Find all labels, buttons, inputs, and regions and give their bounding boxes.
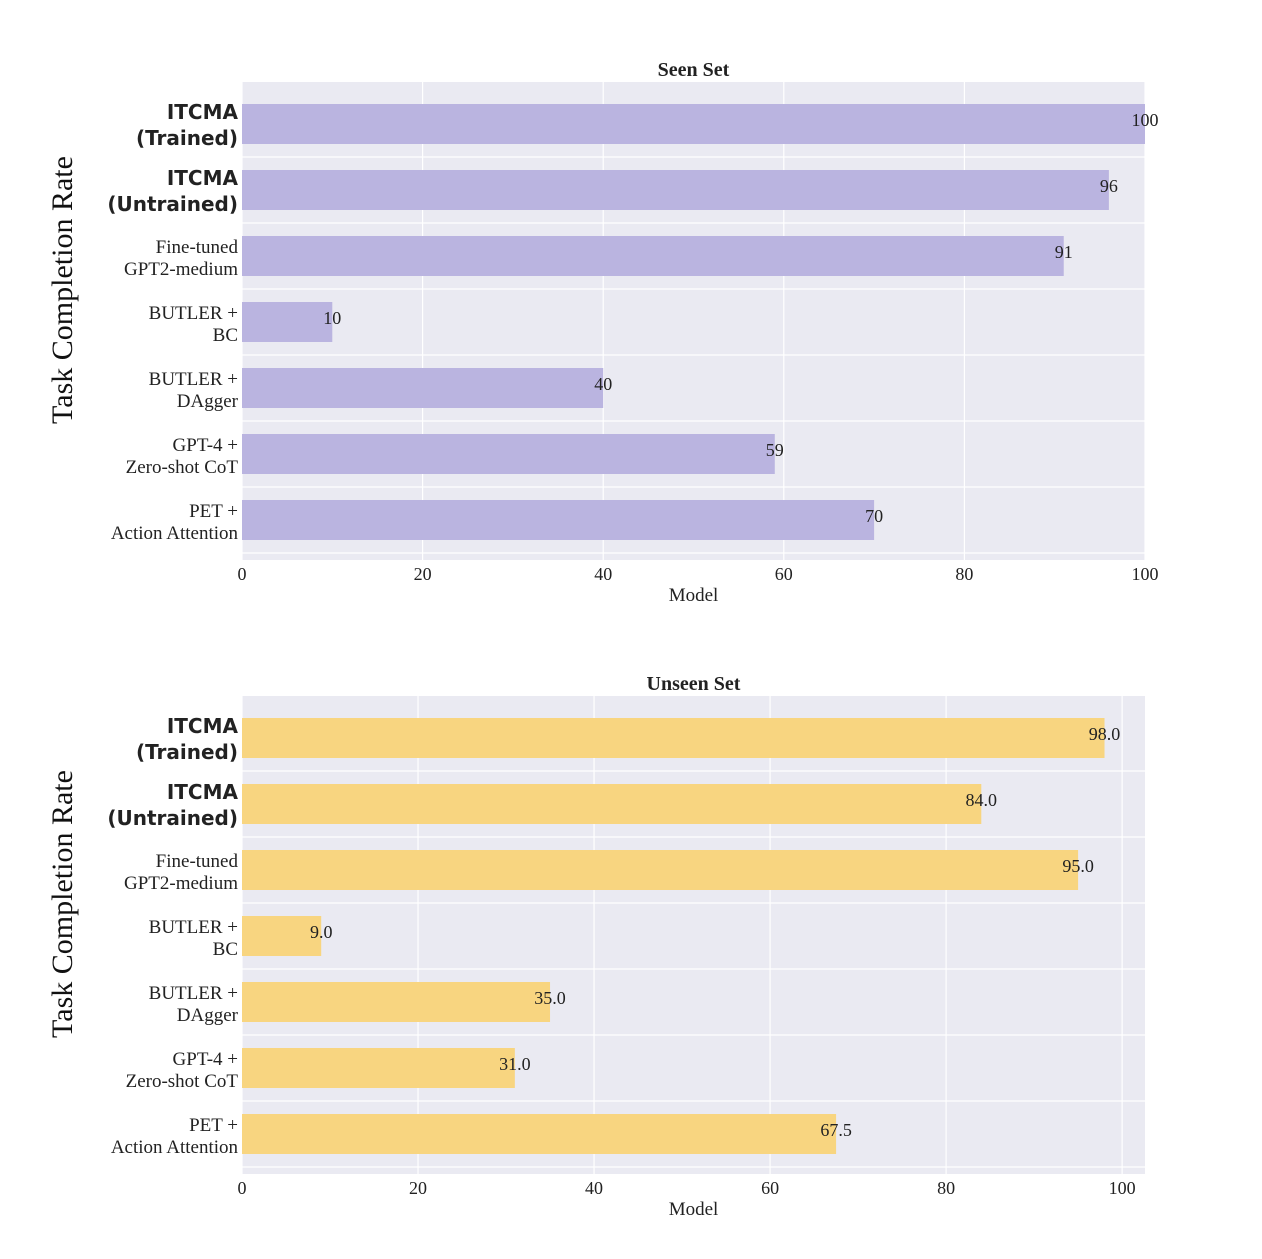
x-tick-label: 20 [409, 1178, 427, 1198]
value-label: 35.0 [534, 988, 566, 1008]
value-label: 31.0 [499, 1054, 531, 1074]
x-tick-label: 40 [585, 1178, 603, 1198]
category-label-line: ITCMA [167, 714, 239, 738]
value-label: 91 [1055, 242, 1073, 262]
x-tick-label: 100 [1109, 1178, 1136, 1198]
category-label: BUTLER + BC [149, 917, 238, 960]
category-label-line: ITCMA [167, 100, 239, 124]
chart-title: Unseen Set [647, 673, 741, 695]
x-tick-label: 60 [761, 1178, 779, 1198]
category-label-line: BUTLER + [149, 303, 238, 324]
y-axis-label: Task Completion Rate [46, 156, 79, 424]
value-label: 59 [766, 440, 784, 460]
value-label: 100 [1132, 110, 1159, 130]
y-axis-label: Task Completion Rate [46, 770, 79, 1038]
category-label-line: DAgger [177, 1005, 239, 1026]
bar [242, 236, 1064, 276]
x-tick-label: 0 [238, 1178, 247, 1198]
x-tick-label: 0 [238, 564, 247, 584]
category-label-line: BUTLER + [149, 983, 238, 1004]
category-label: ITCMA (Trained) [136, 714, 239, 764]
bar [242, 916, 322, 956]
category-label-line: (Trained) [136, 126, 238, 150]
category-label-line: BUTLER + [149, 369, 238, 390]
category-label-line: (Untrained) [107, 806, 238, 830]
category-label: BUTLER + BC [149, 303, 238, 346]
category-label: ITCMA (Untrained) [107, 166, 238, 216]
category-label: BUTLER + DAgger [149, 369, 239, 412]
category-label-line: BC [213, 325, 238, 346]
plot-area [242, 696, 1145, 1174]
category-label-line: Fine-tuned [156, 237, 239, 258]
bar [242, 500, 875, 540]
bar [242, 434, 775, 474]
category-label-line: (Trained) [136, 740, 238, 764]
category-label: ITCMA (Untrained) [107, 780, 238, 830]
plot-area [242, 82, 1145, 560]
category-label-line: (Untrained) [107, 192, 238, 216]
category-label-line: Action Attention [111, 523, 239, 544]
category-label-line: GPT-4 + [173, 435, 238, 456]
x-tick-label: 20 [414, 564, 432, 584]
value-label: 70 [865, 506, 883, 526]
x-axis-label: Model [669, 1199, 719, 1220]
category-label-line: Action Attention [111, 1137, 239, 1158]
category-label: PET + Action Attention [111, 501, 239, 544]
value-label: 96 [1100, 176, 1118, 196]
category-label-line: Zero-shot CoT [126, 1071, 239, 1092]
bar [242, 1114, 837, 1154]
category-label-line: ITCMA [167, 166, 239, 190]
bar [242, 850, 1079, 890]
category-label: Fine-tuned GPT2-medium [124, 851, 238, 894]
category-label-line: ITCMA [167, 780, 239, 804]
category-label: Fine-tuned GPT2-medium [124, 237, 238, 280]
x-tick-label: 100 [1132, 564, 1159, 584]
bar [242, 1048, 515, 1088]
chart-title: Seen Set [658, 59, 730, 81]
bar [242, 302, 333, 342]
category-label-line: Zero-shot CoT [126, 457, 239, 478]
category-label: GPT-4 + Zero-shot CoT [126, 435, 239, 478]
bar [242, 104, 1145, 144]
value-label: 95.0 [1062, 856, 1094, 876]
category-label-line: GPT2-medium [124, 259, 238, 280]
bar [242, 982, 551, 1022]
bar [242, 170, 1109, 210]
value-label: 98.0 [1089, 724, 1121, 744]
category-label: BUTLER + DAgger [149, 983, 239, 1026]
category-label-line: GPT2-medium [124, 873, 238, 894]
category-label-line: BC [213, 939, 238, 960]
category-label-line: DAgger [177, 391, 239, 412]
x-tick-label: 80 [937, 1178, 955, 1198]
category-label-line: BUTLER + [149, 917, 238, 938]
x-tick-label: 60 [775, 564, 793, 584]
category-label: GPT-4 + Zero-shot CoT [126, 1049, 239, 1092]
value-label: 84.0 [966, 790, 998, 810]
x-axis-label: Model [669, 585, 719, 606]
value-label: 67.5 [820, 1120, 852, 1140]
category-label-line: PET + [189, 501, 238, 522]
category-label: ITCMA (Trained) [136, 100, 239, 150]
x-tick-label: 40 [594, 564, 612, 584]
bar [242, 718, 1105, 758]
x-tick-label: 80 [955, 564, 973, 584]
bar [242, 368, 604, 408]
category-label-line: GPT-4 + [173, 1049, 238, 1070]
category-label: PET + Action Attention [111, 1115, 239, 1158]
category-label-line: Fine-tuned [156, 851, 239, 872]
bar [242, 784, 982, 824]
value-label: 40 [594, 374, 612, 394]
category-label-line: PET + [189, 1115, 238, 1136]
value-label: 9.0 [310, 922, 333, 942]
value-label: 10 [323, 308, 341, 328]
